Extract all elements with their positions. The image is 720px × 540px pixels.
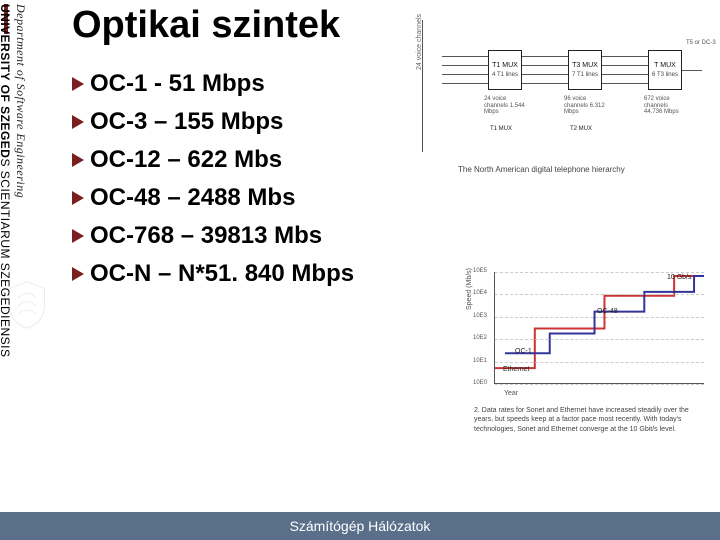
bullet-marker-icon xyxy=(72,191,84,205)
mux-line xyxy=(522,65,568,66)
fig-bot-plot: 10E010E110E210E310E410E5OC-1OC-48Etherne… xyxy=(494,272,704,384)
mux-line xyxy=(602,83,648,84)
bullet-item: OC-1 - 51 Mbps xyxy=(72,70,354,98)
col-label: T2 MUX xyxy=(570,126,614,133)
fig-top-ylabel: 24 voice channels xyxy=(416,14,423,70)
side-rail: Department of Software Engineering UNIVE… xyxy=(6,4,46,479)
bullet-item: OC-768 – 39813 Mbs xyxy=(72,222,354,250)
fig-bot-caption: 2. Data rates for Sonet and Ethernet hav… xyxy=(474,406,706,434)
ytick: 10E1 xyxy=(473,358,487,364)
bullet-marker-icon xyxy=(72,77,84,91)
slide-title: Optikai szintek xyxy=(72,4,340,47)
mux-line xyxy=(442,74,488,75)
ytick: 10E4 xyxy=(473,290,487,296)
col-label: T1 MUX xyxy=(490,126,534,133)
bullet-marker-icon xyxy=(72,153,84,167)
bullet-marker-icon xyxy=(72,267,84,281)
legend-label: Ethernet xyxy=(503,366,529,373)
fig-top-axis xyxy=(422,20,434,152)
university-label: UNIVERSITY OF SZEGEDS SCIENTIARUM SZEGED… xyxy=(0,4,12,464)
fig-top-caption: The North American digital telephone hie… xyxy=(458,165,625,174)
fig-bot-xlabel: Year xyxy=(504,390,518,397)
legend-label: 10 Gb/s xyxy=(667,274,692,281)
mux-line xyxy=(522,83,568,84)
department-label: Department of Software Engineering xyxy=(13,4,28,264)
mux-note: 24 voice channels 1.544 Mbps xyxy=(484,96,528,116)
fig-bot-ylabel: Speed (Mb/s) xyxy=(466,268,473,310)
mux-line xyxy=(522,74,568,75)
bullet-text: OC-N – N*51. 840 Mbps xyxy=(90,260,354,288)
university-bold: UNIVERSITY OF SZEGED xyxy=(0,4,12,158)
mux-line xyxy=(682,70,702,71)
bullet-text: OC-768 – 39813 Mbs xyxy=(90,222,322,250)
mux-line xyxy=(602,74,648,75)
mux-line xyxy=(602,65,648,66)
bullet-item: OC-12 – 622 Mbs xyxy=(72,146,354,174)
crest-icon xyxy=(6,280,48,330)
end-label: T5 or DC-3 xyxy=(686,40,720,47)
mux-note: 672 voice channels 44.736 Mbps xyxy=(644,96,688,116)
footer-text: Számítógép Hálózatok xyxy=(290,518,431,534)
mux-box: T1 MUX4 T1 lines xyxy=(488,50,522,90)
ytick: 10E3 xyxy=(473,313,487,319)
mux-note: 96 voice channels 6.312 Mbps xyxy=(564,96,608,116)
bullet-marker-icon xyxy=(72,115,84,129)
ytick: 10E5 xyxy=(473,268,487,274)
bullet-list: OC-1 - 51 Mbps OC-3 – 155 Mbps OC-12 – 622… xyxy=(72,70,354,298)
bullet-item: OC-3 – 155 Mbps xyxy=(72,108,354,136)
figure-convergence: 10E0 10E1 10E2 10E3 10E4 10E5 OC-1 OC-48 Etherne… xyxy=(472,270,708,460)
bullet-item: OC-48 – 2488 Mbs xyxy=(72,184,354,212)
bullet-marker-icon xyxy=(72,229,84,243)
mux-line xyxy=(602,56,648,57)
bullet-text: OC-1 - 51 Mbps xyxy=(90,70,265,98)
mux-line xyxy=(442,56,488,57)
mux-box: T MUX6 T3 lines xyxy=(648,50,682,90)
mux-box: T3 MUX7 T1 lines xyxy=(568,50,602,90)
ytick: 10E2 xyxy=(473,335,487,341)
legend-label: OC-48 xyxy=(597,308,618,315)
bullet-text: OC-12 – 622 Mbs xyxy=(90,146,282,174)
footer-bar: Számítógép Hálózatok xyxy=(0,512,720,540)
mux-line xyxy=(442,65,488,66)
mux-line xyxy=(442,83,488,84)
legend-label: OC-1 xyxy=(515,348,532,355)
mux-line xyxy=(522,56,568,57)
figure-hierarchy: 24 voice channels The North American dig… xyxy=(418,20,708,180)
ytick: 10E0 xyxy=(473,380,487,386)
bullet-text: OC-48 – 2488 Mbs xyxy=(90,184,295,212)
bullet-text: OC-3 – 155 Mbps xyxy=(90,108,283,136)
bullet-item: OC-N – N*51. 840 Mbps xyxy=(72,260,354,288)
